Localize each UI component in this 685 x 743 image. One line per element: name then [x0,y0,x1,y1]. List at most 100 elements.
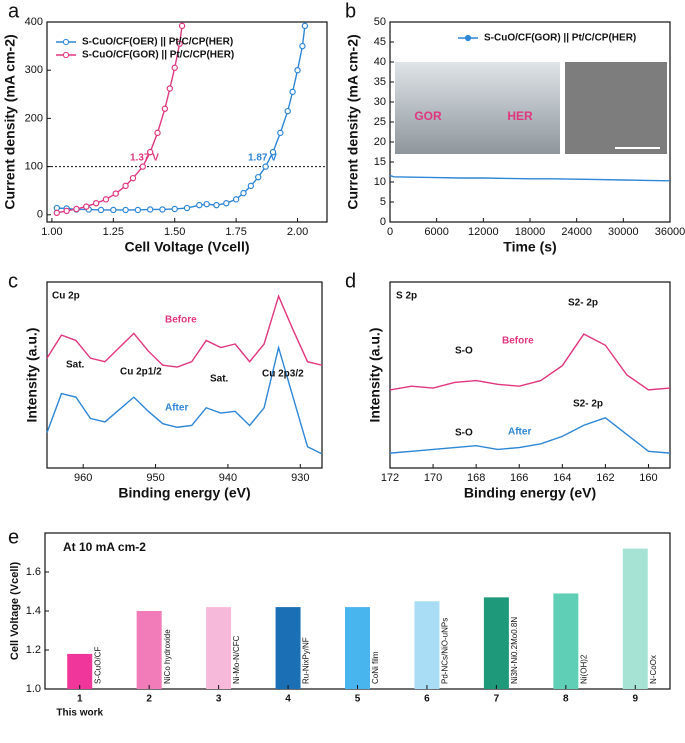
bar-label: CoNi film [371,651,380,684]
x-tick-label: 160 [639,472,657,484]
panel-label: e [8,526,19,548]
panel-label: c [8,270,18,292]
bar-label: N-CoOx [649,655,658,684]
data-point [183,204,191,212]
y-tick-label: 40 [374,56,386,68]
x-tick-label: 1.50 [164,226,185,238]
x-tick-label: 6 [424,694,430,705]
y-axis-label: Cell Voltage (Vcell) [9,562,21,661]
bar-label: Ni3N-Ni0.2Mo0.8N [510,617,519,684]
x-tick-label: 36000 [655,226,685,238]
bar [206,607,232,689]
annotation: S2- 2p [573,399,603,410]
x-tick-label: 9 [632,694,638,705]
annotation: S2- 2p [568,298,598,309]
x-tick-label: 18000 [515,226,546,238]
bar-label: Ni-Mo-N/CFC [232,635,241,684]
bar-label: Pd-NCs/NiO-uNPs [441,618,450,684]
data-point [166,85,174,92]
y-tick-label: 45 [374,36,386,48]
legend-label: S-CuO/CF(GOR) || Pt/C/CP(HER) [82,50,234,61]
annotation: After [165,403,188,414]
y-tick-label: 1.2 [26,644,41,656]
y-tick-label: 300 [25,64,43,76]
bar-label: S-CuO/CF [93,647,102,684]
data-point [240,189,247,197]
x-axis-label: Binding energy (eV) [464,485,596,501]
x-axis-label: Binding energy (eV) [118,485,250,501]
x-tick-label: 6000 [424,226,448,238]
plot-frame [389,281,671,469]
bar [414,601,440,689]
chart-title: At 10 mA cm-2 [63,540,146,554]
x-tick-label: 940 [219,472,237,484]
plot-frame [46,281,323,469]
bar [553,593,579,689]
annotation: S-O [455,346,473,357]
series-line [46,344,323,455]
annotation: Before [502,336,534,347]
x-tick-label: 2 [146,694,152,705]
y-tick-label: 400 [25,16,43,28]
bar [483,597,509,689]
data-point [159,206,166,213]
data-point [255,173,262,181]
panel-label: b [345,0,356,22]
data-point [247,182,255,190]
data-point [92,200,100,207]
data-point [154,129,161,137]
x-tick-label: 172 [381,472,399,484]
bar [275,607,301,689]
series-line [56,25,306,211]
x-tick-label: 168 [467,472,485,484]
data-point [301,22,309,30]
data-point [289,88,296,96]
data-point [139,163,146,170]
data-point [294,66,301,74]
x-tick-label: 8 [563,694,569,705]
data-point [146,206,154,213]
series-line [46,294,323,368]
series-line [389,174,671,182]
bar-label: NiCo hydroxide [163,629,172,684]
data-point [122,182,129,190]
data-point [53,209,61,217]
data-point [269,148,277,156]
series-line [389,333,671,391]
data-point [122,206,129,214]
annotation: S 2p [396,291,417,302]
y-tick-label: 5 [380,196,386,208]
y-axis-label: Intensity (a.u.) [367,328,383,423]
legend-marker [62,38,70,46]
y-tick-label: 50 [374,16,386,28]
x-axis-label: Cell Voltage (Vcell) [125,239,250,255]
x-tick-label: 170 [424,472,442,484]
data-point [102,196,110,203]
data-point [134,206,142,214]
x-tick-label: 30000 [608,226,639,238]
x-tick-label: 0 [387,226,393,238]
y-tick-label: 15 [374,156,386,168]
annotation: After [508,427,531,438]
y-tick-label: 1.6 [26,566,41,578]
x-tick-label: 930 [291,472,309,484]
data-point [223,200,230,207]
panel-label: d [345,270,356,292]
annotation: 1.87 V [248,153,277,164]
inset-photo [395,62,560,154]
data-point [196,201,203,209]
annotation: 1.37 V [130,153,159,164]
data-point [299,42,306,50]
annotation: Cu 2p3/2 [262,369,304,380]
x-tick-label: 3 [216,694,222,705]
bar [67,653,93,689]
x-tick-note: This work [56,708,103,719]
x-tick-label: 4 [285,694,291,705]
data-point [171,64,178,71]
plot-frame [46,21,328,223]
data-point [232,196,240,203]
x-tick-label: 12000 [468,226,499,238]
y-tick-label: 10 [374,176,386,188]
x-axis-label: Time (s) [503,239,556,255]
